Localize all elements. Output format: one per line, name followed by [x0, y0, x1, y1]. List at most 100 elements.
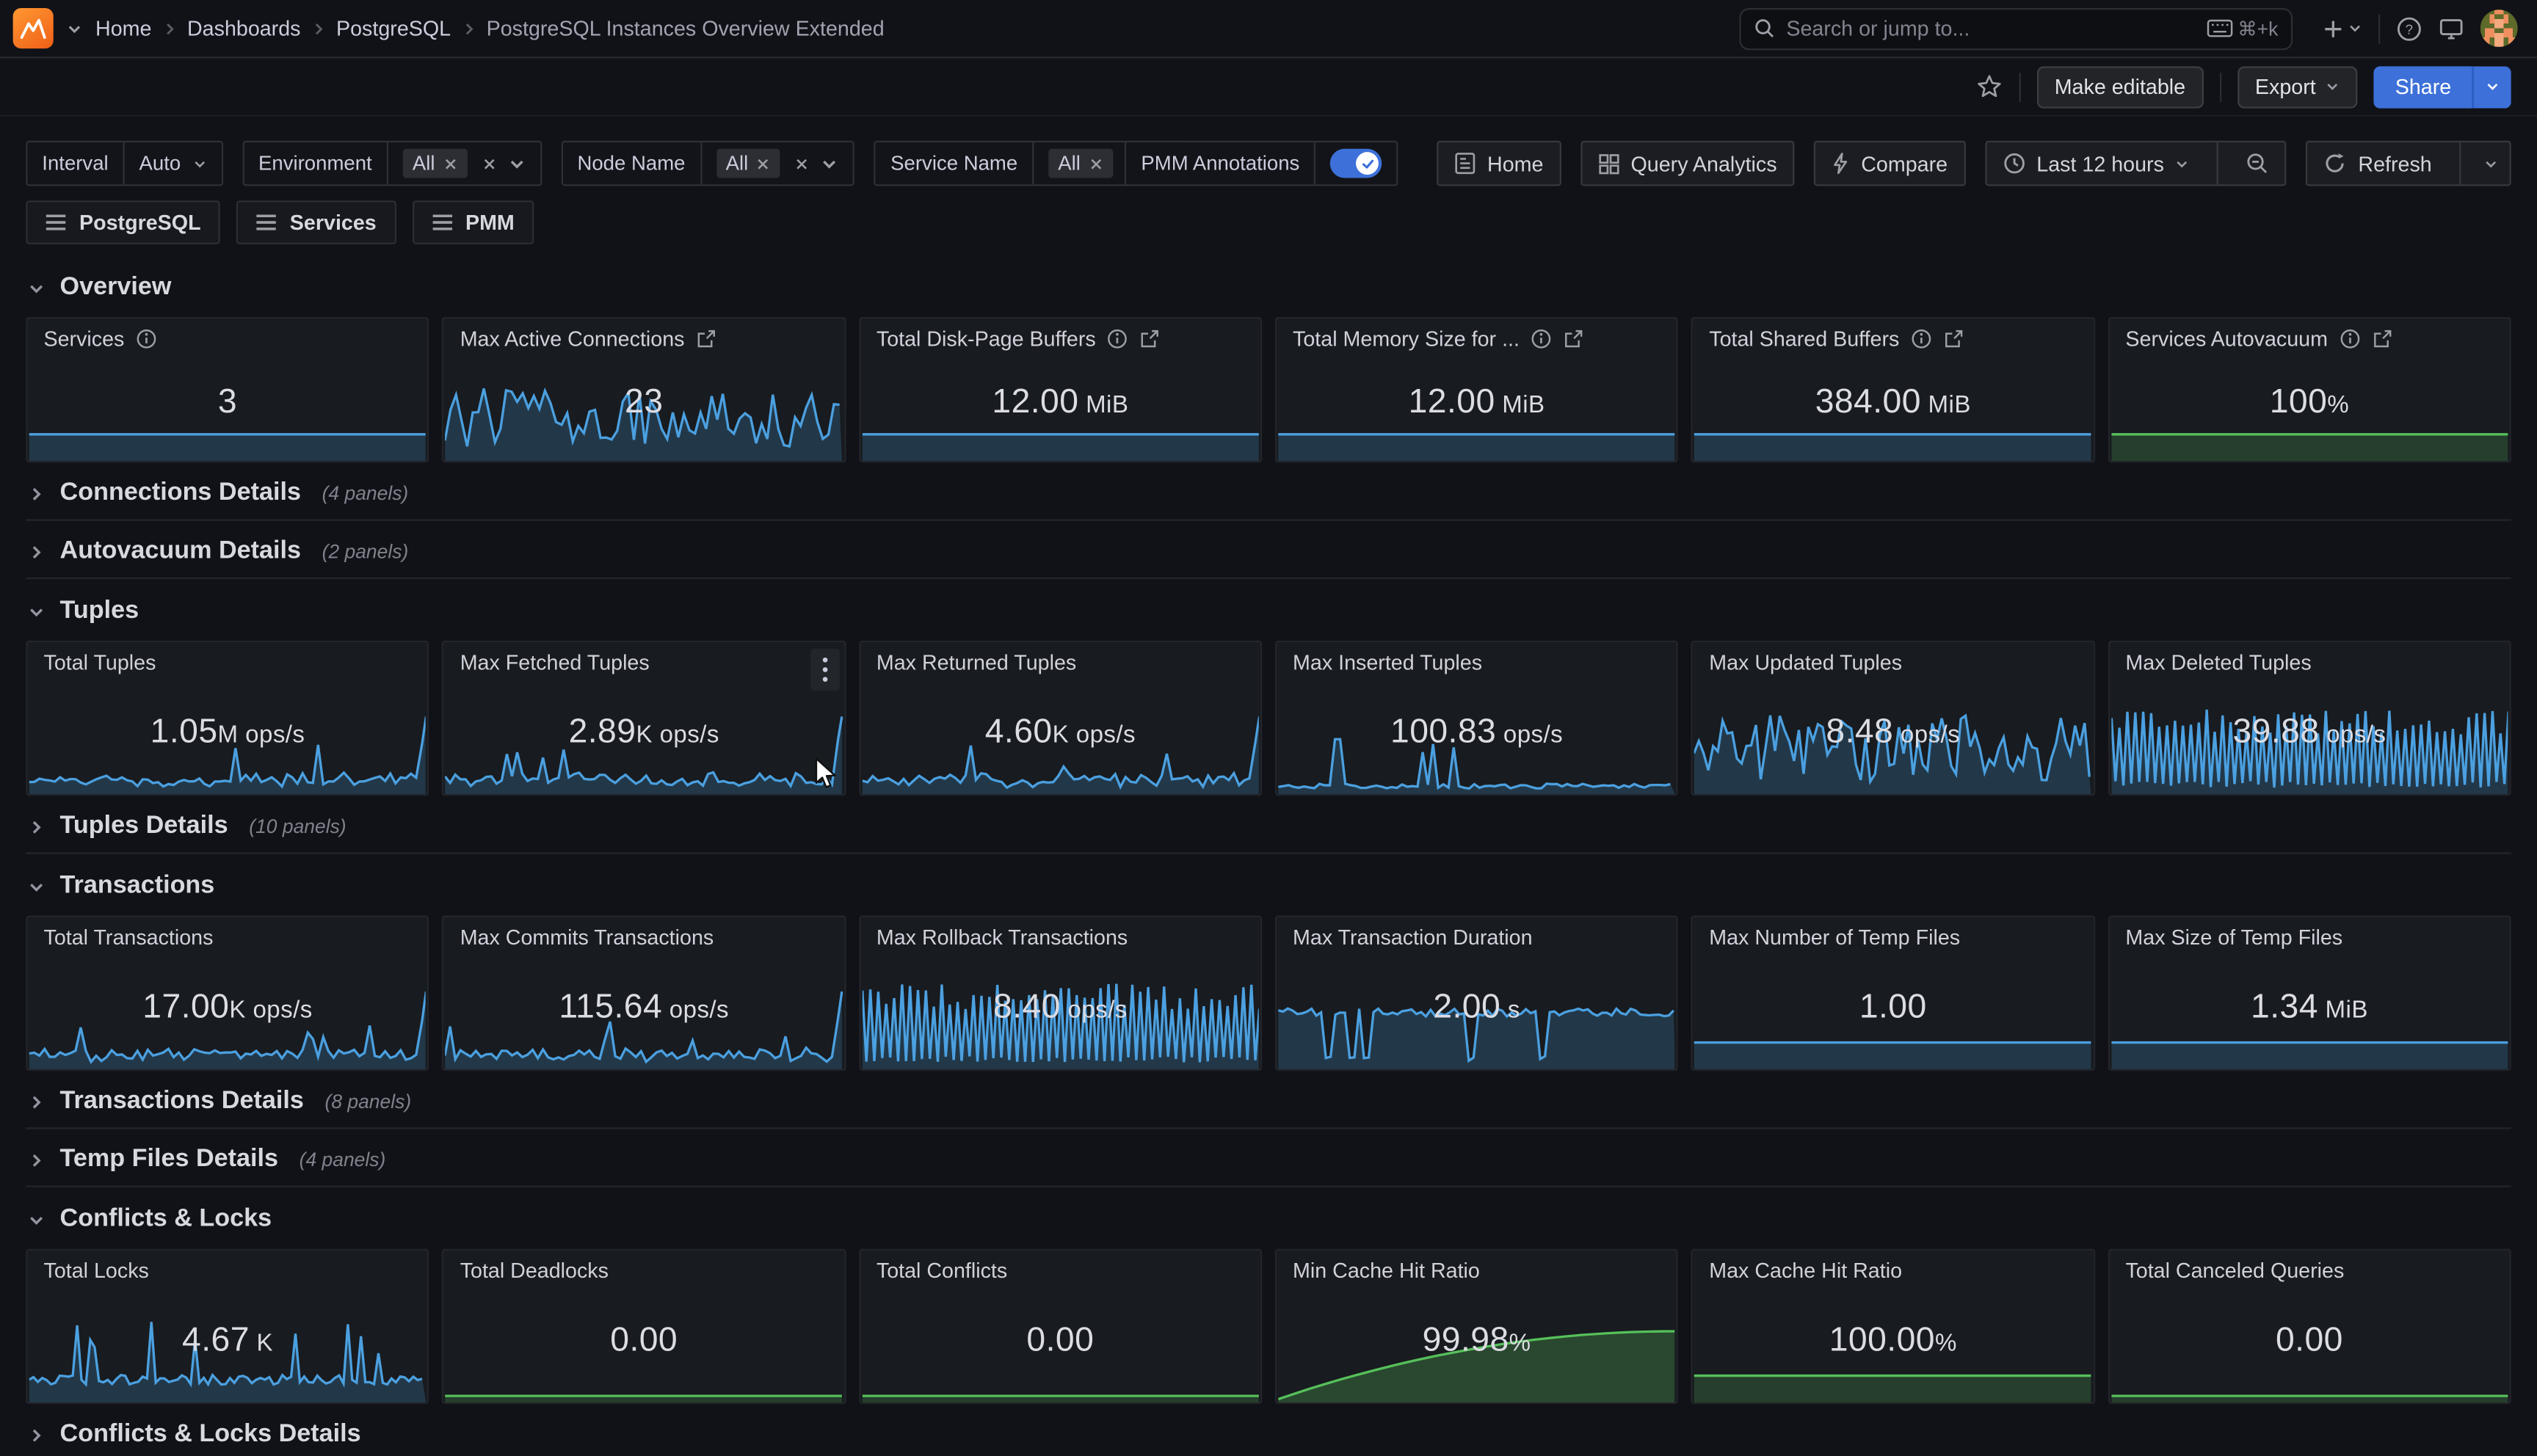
panel-title-text: Max Number of Temp Files	[1709, 925, 1961, 950]
section-header-overview[interactable]: Overview	[26, 273, 2511, 302]
panel-title[interactable]: Total Transactions	[44, 925, 386, 950]
home-button[interactable]: Home	[1437, 140, 1561, 186]
stat-value: 2.89K ops/s	[444, 713, 844, 752]
panel-title[interactable]: Services Autovacuum	[2125, 327, 2467, 351]
query-analytics-button[interactable]: Query Analytics	[1580, 140, 1795, 186]
sparkline	[1278, 998, 1675, 1069]
section-header-transactions[interactable]: Transactions	[26, 872, 2511, 901]
interval-filter[interactable]: Interval Auto	[26, 140, 223, 186]
stat-value: 4.60K ops/s	[860, 713, 1260, 752]
refresh-button[interactable]: Refresh	[2308, 142, 2448, 184]
grafana-logo[interactable]	[12, 8, 54, 49]
panel-title[interactable]: Total Deadlocks	[460, 1259, 802, 1283]
panel-title[interactable]: Max Rollback Transactions	[876, 925, 1219, 950]
stat-value-unit: K	[249, 1330, 274, 1358]
breadcrumb-item[interactable]: Dashboards	[186, 16, 301, 41]
panel-title[interactable]: Total Disk-Page Buffers	[876, 327, 1219, 351]
external-icon[interactable]	[1139, 328, 1161, 349]
dashboard-link-services[interactable]: Services	[236, 200, 396, 244]
info-icon[interactable]	[2339, 328, 2360, 349]
panel-title[interactable]: Min Cache Hit Ratio	[1293, 1259, 1635, 1283]
monitor-icon[interactable]	[2439, 15, 2464, 41]
panel-title[interactable]: Max Updated Tuples	[1709, 650, 2051, 674]
panel-title[interactable]: Total Memory Size for ...	[1293, 327, 1635, 351]
stat-value: 23	[444, 384, 844, 423]
pmm-annotations-filter: PMM Annotations	[1125, 140, 1398, 186]
section-header-autovacuum-details[interactable]: Autovacuum Details (2 panels)	[26, 537, 2511, 567]
panel-title-text: Total Shared Buffers	[1709, 327, 1900, 352]
share-menu-button[interactable]	[2472, 65, 2511, 108]
panel-title[interactable]: Max Fetched Tuples	[460, 650, 802, 674]
remove-value-icon[interactable]	[443, 156, 458, 171]
avatar[interactable]	[2480, 10, 2518, 47]
panel-title[interactable]: Total Shared Buffers	[1709, 327, 2051, 351]
panel-title[interactable]: Total Tuples	[44, 650, 386, 674]
selected-value-chip[interactable]: All	[716, 148, 781, 178]
stat-value: 17.00K ops/s	[27, 989, 427, 1027]
panel-title[interactable]: Max Number of Temp Files	[1709, 925, 2051, 950]
section-header-conflicts-locks[interactable]: Conflicts & Locks	[26, 1205, 2511, 1234]
selected-value-chip[interactable]: All	[402, 148, 468, 178]
selected-value-chip[interactable]: All	[1048, 148, 1114, 178]
remove-value-icon[interactable]	[1089, 156, 1103, 171]
panel-title[interactable]: Max Cache Hit Ratio	[1709, 1259, 2051, 1283]
export-button[interactable]: Export	[2237, 65, 2359, 108]
external-icon[interactable]	[1563, 328, 1584, 349]
panel-title[interactable]: Total Canceled Queries	[2125, 1259, 2467, 1283]
zoom-out-button[interactable]	[2230, 142, 2285, 184]
section-title: Transactions	[59, 872, 215, 900]
dashboard-link-postgresql[interactable]: PostgreSQL	[26, 200, 221, 244]
breadcrumb-item[interactable]: PostgreSQL	[336, 16, 451, 41]
panel-title[interactable]: Services	[44, 327, 386, 351]
section-panel-count: (10 panels)	[249, 815, 346, 838]
external-icon[interactable]	[2371, 328, 2392, 349]
stat-value: 1.05M ops/s	[27, 713, 427, 752]
filter-value[interactable]: All	[702, 148, 854, 178]
panel-title[interactable]: Max Commits Transactions	[460, 925, 802, 950]
panel-title[interactable]: Max Size of Temp Files	[2125, 925, 2467, 950]
refresh-interval-button[interactable]	[2472, 142, 2510, 184]
star-icon[interactable]	[1975, 73, 2003, 100]
breadcrumb-item[interactable]: Home	[95, 16, 152, 41]
clear-icon[interactable]	[795, 156, 810, 171]
chevron-down-icon[interactable]	[66, 21, 82, 37]
info-icon[interactable]	[136, 328, 157, 349]
panel-title[interactable]: Max Deleted Tuples	[2125, 650, 2467, 674]
pmm-annotations-toggle[interactable]	[1330, 148, 1382, 178]
info-icon[interactable]	[1531, 328, 1552, 349]
section-header-temp-files-details[interactable]: Temp Files Details (4 panels)	[26, 1146, 2511, 1175]
help-icon[interactable]: ?	[2396, 15, 2422, 41]
external-icon[interactable]	[696, 328, 717, 349]
panel-title[interactable]: Max Returned Tuples	[876, 650, 1219, 674]
panel-title-text: Max Fetched Tuples	[460, 650, 650, 675]
sparkline	[445, 374, 843, 462]
external-icon[interactable]	[1943, 328, 1964, 349]
add-menu-button[interactable]	[2322, 17, 2362, 40]
panel-title[interactable]: Max Transaction Duration	[1293, 925, 1635, 950]
stat-value: 39.88 ops/s	[2109, 713, 2509, 752]
time-range-button[interactable]: Last 12 hours	[1986, 142, 2206, 184]
section-header-tuples[interactable]: Tuples	[26, 597, 2511, 626]
section-header-conflicts-locks-details[interactable]: Conflicts & Locks Details	[26, 1420, 2511, 1449]
search-input[interactable]: Search or jump to... ⌘+k	[1739, 7, 2293, 50]
panel-menu-icon[interactable]	[810, 648, 840, 691]
make-editable-button[interactable]: Make editable	[2036, 65, 2204, 108]
panel-title[interactable]: Total Locks	[44, 1259, 386, 1283]
section-header-tuples-details[interactable]: Tuples Details (10 panels)	[26, 812, 2511, 841]
clear-icon[interactable]	[482, 156, 496, 171]
search-shortcut: ⌘+k	[2207, 17, 2278, 40]
filter-value[interactable]: All	[388, 148, 540, 178]
info-icon[interactable]	[1107, 328, 1128, 349]
panel-title[interactable]: Total Conflicts	[876, 1259, 1219, 1283]
compare-button[interactable]: Compare	[1814, 140, 1966, 186]
panel-title[interactable]: Max Active Connections	[460, 327, 802, 351]
panel-title-text: Max Active Connections	[460, 327, 685, 352]
info-icon[interactable]	[1911, 328, 1932, 349]
section-header-transactions-details[interactable]: Transactions Details (8 panels)	[26, 1087, 2511, 1116]
panel-title[interactable]: Max Inserted Tuples	[1293, 650, 1635, 674]
chevron-down-icon	[26, 279, 45, 296]
remove-value-icon[interactable]	[756, 156, 771, 171]
section-header-connections-details[interactable]: Connections Details (4 panels)	[26, 478, 2511, 508]
dashboard-link-pmm[interactable]: PMM	[412, 200, 534, 244]
share-button[interactable]: Share	[2374, 65, 2472, 108]
